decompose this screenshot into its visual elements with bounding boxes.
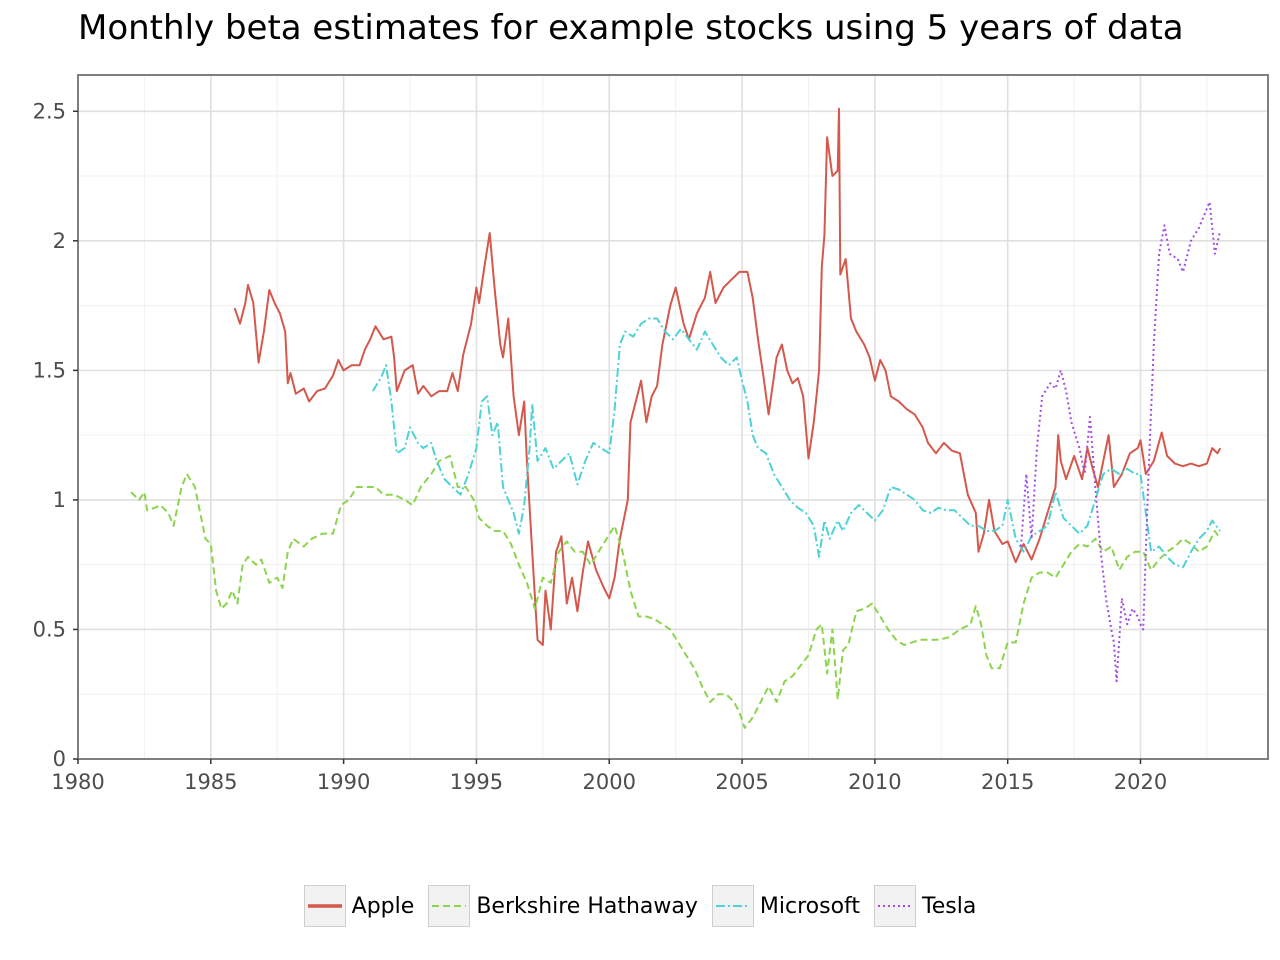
legend-item-tesla: Tesla [874,885,976,927]
legend: Apple Berkshire Hathaway Microsoft Tesla [0,885,1280,927]
legend-label: Apple [351,893,415,919]
x-axis: 1980 1985 1990 1995 2000 2005 2010 2015 2020 [51,759,1167,794]
legend-swatch [432,905,467,907]
legend-item-apple: Apple [303,885,415,927]
series-line-berkshire-hathaway [130,454,1222,729]
series-line-apple [233,107,1222,646]
legend-item-berkshire-hathaway: Berkshire Hathaway [428,885,698,927]
plot-panel [78,75,1268,759]
y-tick-label: 1 [53,488,66,512]
y-axis: 0 0.5 1 1.5 2 2.5 [33,99,78,771]
series-line-microsoft [371,317,1221,569]
x-tick-label: 1995 [450,770,503,794]
plot-border [77,74,1269,760]
x-tick-label: 2000 [583,770,636,794]
y-tick-label: 0.5 [33,617,66,641]
x-tick-label: 2010 [848,770,901,794]
legend-key [874,885,917,927]
legend-swatch [307,904,342,908]
x-tick-label: 1980 [51,770,104,794]
x-tick-label: 2020 [1114,770,1167,794]
legend-swatch [715,905,750,907]
legend-label: Berkshire Hathaway [476,893,698,919]
x-tick-label: 1990 [317,770,370,794]
legend-label: Microsoft [759,893,861,919]
legend-item-microsoft: Microsoft [711,885,861,927]
chart-title: Monthly beta estimates for example stock… [78,8,1184,48]
x-tick-label: 2005 [715,770,768,794]
legend-label: Tesla [922,893,977,919]
y-tick-label: 1.5 [33,358,66,382]
legend-key [428,885,471,927]
y-tick-label: 2.5 [33,99,66,123]
y-tick-label: 0 [53,747,66,771]
legend-key [303,885,346,927]
series-line-tesla [1020,201,1222,683]
legend-swatch [878,905,913,907]
legend-key [711,885,754,927]
x-tick-label: 1985 [184,770,237,794]
series-lines [130,107,1222,729]
x-tick-label: 2015 [981,770,1034,794]
y-tick-label: 2 [53,229,66,253]
